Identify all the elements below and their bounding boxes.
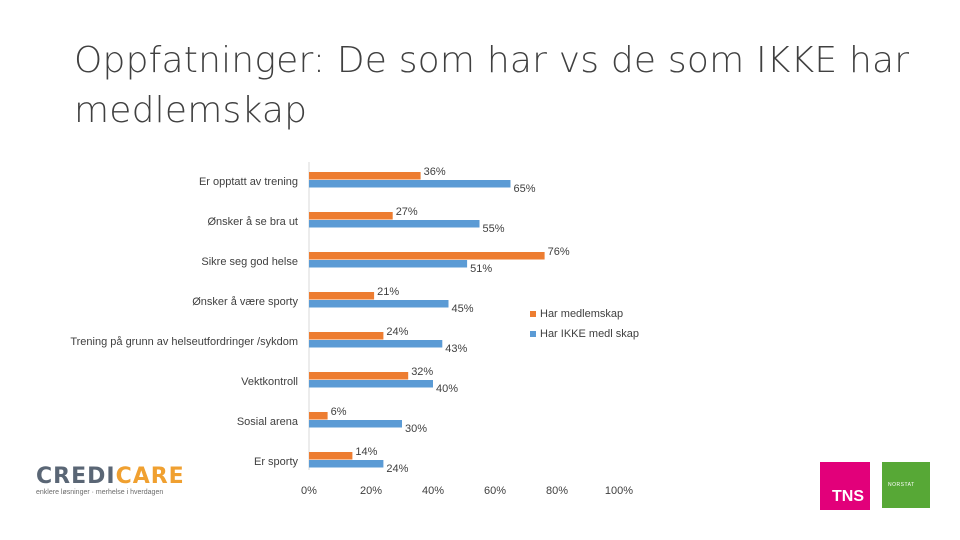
- x-tick-label: 20%: [360, 485, 382, 497]
- bar-har-ikke-medlemskap: [309, 180, 511, 188]
- data-label: 21%: [377, 286, 399, 298]
- legend-label: Har IKKE medl skap: [540, 328, 639, 340]
- data-label: 65%: [514, 183, 536, 195]
- x-tick-label: 100%: [605, 485, 633, 497]
- bar-har-medlemskap: [309, 452, 353, 460]
- data-label: 51%: [470, 263, 492, 275]
- data-label: 43%: [445, 343, 467, 355]
- green-logo: NORSTAT: [882, 462, 930, 508]
- credicare-tagline: enklere løsninger · merhelse i hverdagen: [36, 489, 164, 496]
- data-label: 24%: [386, 326, 408, 338]
- bar-har-medlemskap: [309, 332, 384, 340]
- category-label: Er sporty: [254, 456, 299, 468]
- bar-har-medlemskap: [309, 292, 375, 300]
- category-label: Sosial arena: [237, 416, 299, 428]
- data-label: 27%: [396, 206, 418, 218]
- data-label: 30%: [405, 423, 427, 435]
- credicare-logo-accent: CARE: [115, 464, 185, 489]
- bar-har-ikke-medlemskap: [309, 420, 402, 428]
- data-label: 40%: [436, 383, 458, 395]
- credicare-logo-prefix: CREDI: [36, 464, 116, 489]
- tns-logo: TNS: [820, 462, 870, 510]
- bar-har-medlemskap: [309, 412, 328, 420]
- credicare-logo: CREDICARE enklere løsninger · merhelse i…: [36, 464, 184, 502]
- bar-har-medlemskap: [309, 212, 393, 220]
- tns-logo-text: TNS: [832, 488, 864, 505]
- x-tick-label: 0%: [301, 485, 317, 497]
- category-label: Vektkontroll: [241, 376, 298, 388]
- category-label: Er opptatt av trening: [199, 176, 298, 188]
- data-label: 6%: [331, 406, 347, 418]
- bar-har-ikke-medlemskap: [309, 460, 384, 468]
- legend-swatch-har-medlemskap: [530, 311, 536, 317]
- bar-har-ikke-medlemskap: [309, 340, 443, 348]
- bar-har-medlemskap: [309, 172, 421, 180]
- data-label: 36%: [424, 166, 446, 178]
- category-label: Ønsker å se bra ut: [208, 216, 299, 228]
- legend-label: Har medlemskap: [540, 308, 623, 320]
- slide-title: Oppfatninger: De som har vs de som IKKE …: [74, 40, 910, 131]
- bar-har-ikke-medlemskap: [309, 220, 480, 228]
- bar-har-medlemskap: [309, 372, 409, 380]
- green-logo-text: NORSTAT: [888, 482, 915, 488]
- category-label: Sikre seg god helse: [201, 256, 298, 268]
- category-label: Ønsker å være sporty: [192, 296, 298, 308]
- x-tick-label: 40%: [422, 485, 444, 497]
- data-label: 32%: [411, 366, 433, 378]
- category-label: Trening på grunn av helseutfordringer /s…: [70, 336, 298, 348]
- bar-har-ikke-medlemskap: [309, 380, 433, 388]
- bar-har-ikke-medlemskap: [309, 260, 468, 268]
- data-label: 55%: [483, 223, 505, 235]
- legend-swatch-har-ikke-medlemskap: [530, 331, 536, 337]
- data-label: 45%: [452, 303, 474, 315]
- bar-har-ikke-medlemskap: [309, 300, 449, 308]
- bar-har-medlemskap: [309, 252, 545, 260]
- x-tick-label: 60%: [484, 485, 506, 497]
- x-tick-label: 80%: [546, 485, 568, 497]
- data-label: 14%: [355, 446, 377, 458]
- data-label: 24%: [386, 463, 408, 475]
- data-label: 76%: [548, 246, 570, 258]
